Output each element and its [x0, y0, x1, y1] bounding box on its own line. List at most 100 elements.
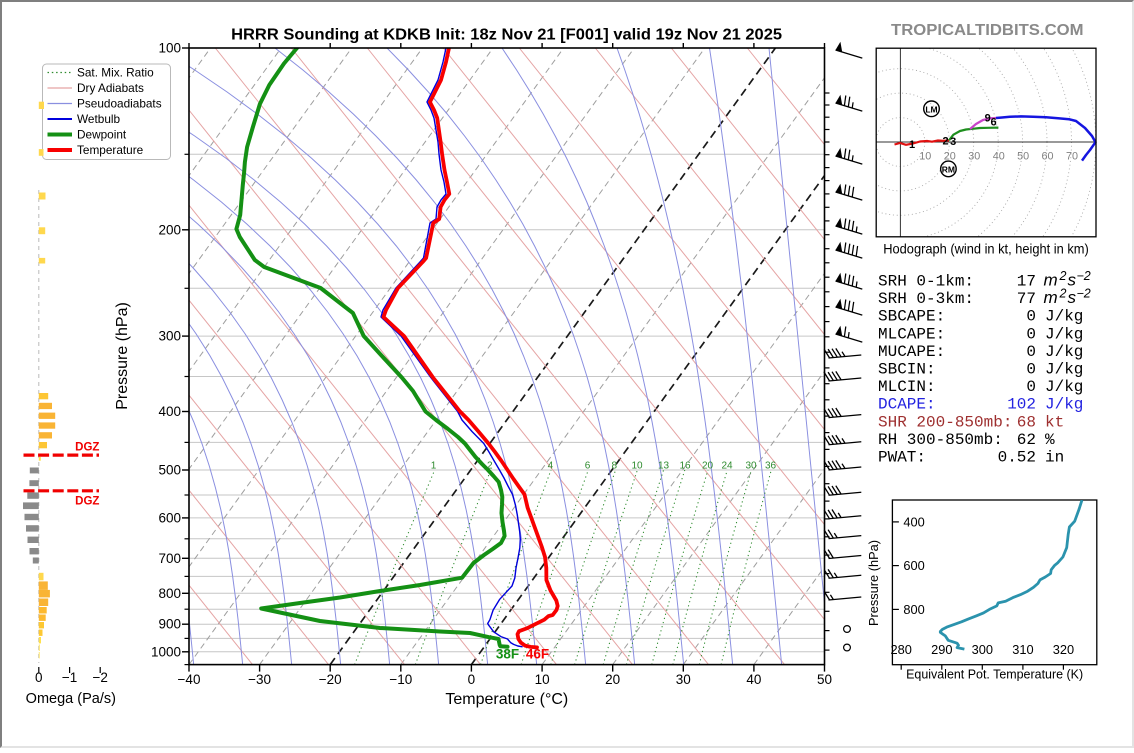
svg-text:8: 8: [612, 461, 618, 472]
svg-text:700: 700: [158, 551, 181, 566]
svg-text:J/kg: J/kg: [1045, 343, 1083, 361]
svg-text:1000: 1000: [151, 644, 181, 659]
svg-text:Pressure (hPa): Pressure (hPa): [866, 540, 881, 626]
svg-text:60: 60: [1041, 151, 1053, 163]
svg-text:−2: −2: [1077, 287, 1091, 301]
svg-text:SBCIN:: SBCIN:: [878, 361, 936, 379]
svg-text:Wetbulb: Wetbulb: [77, 112, 121, 126]
svg-text:30: 30: [676, 672, 691, 687]
svg-text:300: 300: [158, 329, 181, 344]
svg-text:m: m: [1044, 288, 1058, 307]
svg-text:68: 68: [1017, 413, 1036, 431]
svg-text:Dry Adiabats: Dry Adiabats: [77, 81, 144, 95]
svg-text:13: 13: [658, 461, 670, 472]
svg-text:600: 600: [903, 558, 924, 573]
svg-text:2: 2: [943, 135, 949, 147]
svg-text:400: 400: [158, 404, 181, 419]
svg-text:PWAT:: PWAT:: [878, 449, 926, 467]
svg-text:SRH 0-3km:: SRH 0-3km:: [878, 290, 974, 308]
svg-text:38F: 38F: [496, 647, 519, 662]
svg-text:HRRR Sounding at KDKB Init: 18: HRRR Sounding at KDKB Init: 18z Nov 21 […: [231, 27, 782, 44]
svg-text:40: 40: [993, 151, 1005, 163]
svg-text:9: 9: [985, 113, 991, 125]
svg-text:300: 300: [972, 642, 993, 657]
svg-text:2: 2: [487, 461, 493, 472]
svg-text:30: 30: [745, 461, 757, 472]
svg-text:TROPICALTIDBITS.COM: TROPICALTIDBITS.COM: [891, 22, 1084, 39]
svg-text:J/kg: J/kg: [1045, 325, 1083, 343]
svg-text:0: 0: [1026, 308, 1036, 326]
svg-text:Pressure (hPa): Pressure (hPa): [114, 302, 131, 410]
svg-text:6: 6: [991, 116, 997, 128]
svg-text:RM: RM: [942, 164, 955, 174]
svg-text:−10: −10: [389, 672, 412, 687]
svg-text:1: 1: [909, 139, 915, 151]
svg-text:Temperature (°C): Temperature (°C): [445, 691, 568, 708]
svg-text:0: 0: [1026, 325, 1036, 343]
svg-text:16: 16: [679, 461, 691, 472]
svg-text:2: 2: [1059, 287, 1067, 301]
svg-text:0: 0: [1026, 361, 1036, 379]
svg-text:SHR 200-850mb:: SHR 200-850mb:: [878, 413, 1012, 431]
svg-text:1: 1: [431, 461, 437, 472]
svg-text:J/kg: J/kg: [1045, 396, 1083, 414]
svg-text:Hodograph (wind in kt, height: Hodograph (wind in kt, height in km): [883, 240, 1089, 256]
svg-text:DGZ: DGZ: [75, 441, 99, 453]
svg-text:0: 0: [1026, 378, 1036, 396]
svg-text:0.52: 0.52: [998, 449, 1036, 467]
svg-text:4: 4: [548, 461, 554, 472]
svg-text:600: 600: [158, 510, 181, 525]
svg-text:20: 20: [702, 461, 714, 472]
svg-text:24: 24: [721, 461, 733, 472]
svg-text:MLCAPE:: MLCAPE:: [878, 325, 945, 343]
svg-text:40: 40: [746, 672, 761, 687]
svg-text:800: 800: [903, 602, 924, 617]
svg-text:100: 100: [158, 41, 181, 56]
svg-text:in: in: [1045, 449, 1064, 467]
svg-text:62: 62: [1017, 431, 1036, 449]
svg-text:50: 50: [817, 672, 832, 687]
svg-text:Pseudoadiabats: Pseudoadiabats: [77, 97, 162, 111]
svg-text:310: 310: [1012, 642, 1033, 657]
svg-text:−40: −40: [178, 672, 201, 687]
svg-text:102: 102: [1007, 396, 1036, 414]
svg-text:RH 300-850mb:: RH 300-850mb:: [878, 431, 1003, 449]
svg-text:−2: −2: [92, 670, 107, 685]
svg-text:6: 6: [585, 461, 591, 472]
svg-text:Sat. Mix. Ratio: Sat. Mix. Ratio: [77, 66, 154, 80]
svg-text:MLCIN:: MLCIN:: [878, 378, 936, 396]
svg-text:SBCAPE:: SBCAPE:: [878, 308, 945, 326]
svg-text:10: 10: [535, 672, 550, 687]
svg-text:J/kg: J/kg: [1045, 308, 1083, 326]
svg-text:10: 10: [919, 151, 931, 163]
svg-text:s: s: [1068, 288, 1077, 307]
svg-text:900: 900: [158, 617, 181, 632]
svg-text:Temperature: Temperature: [77, 143, 144, 157]
svg-text:DGZ: DGZ: [75, 495, 99, 507]
svg-text:30: 30: [968, 151, 980, 163]
svg-text:LM: LM: [925, 104, 937, 114]
svg-text:3: 3: [950, 136, 956, 148]
svg-text:Equivalent Pot. Temperature (K: Equivalent Pot. Temperature (K): [906, 667, 1083, 682]
svg-text:%: %: [1045, 431, 1055, 449]
svg-text:0: 0: [1026, 343, 1036, 361]
svg-text:46F: 46F: [526, 647, 549, 662]
svg-text:−30: −30: [248, 672, 271, 687]
svg-text:17: 17: [1017, 273, 1036, 291]
svg-text:320: 320: [1053, 642, 1074, 657]
svg-text:−20: −20: [319, 672, 342, 687]
svg-text:20: 20: [605, 672, 620, 687]
svg-text:400: 400: [903, 514, 924, 529]
svg-text:10: 10: [631, 461, 643, 472]
svg-text:s: s: [1068, 271, 1077, 290]
svg-text:70: 70: [1066, 151, 1078, 163]
svg-text:0: 0: [468, 672, 476, 687]
svg-text:500: 500: [158, 463, 181, 478]
svg-text:290: 290: [931, 642, 952, 657]
svg-text:2: 2: [1059, 269, 1067, 283]
svg-text:−1: −1: [62, 670, 77, 685]
svg-text:−2: −2: [1077, 269, 1091, 283]
svg-text:J/kg: J/kg: [1045, 378, 1083, 396]
svg-text:m: m: [1044, 271, 1058, 290]
svg-text:Omega (Pa/s): Omega (Pa/s): [26, 691, 116, 707]
